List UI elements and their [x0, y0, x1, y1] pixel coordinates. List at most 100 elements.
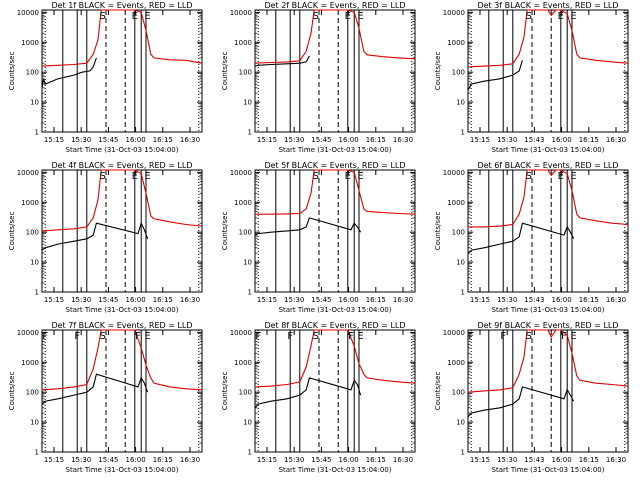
x-tick-label: 15:45 — [311, 456, 331, 464]
x-tick-label: 15:15 — [470, 136, 490, 144]
x-tick-label: 15:15 — [470, 456, 490, 464]
region-marker: S — [526, 171, 532, 182]
x-tick-label: 16:15 — [579, 136, 599, 144]
y-tick-label: 1 — [35, 129, 39, 137]
x-tick-label: 16:15 — [366, 296, 386, 304]
series-line-black — [254, 217, 362, 236]
plot-frame — [41, 169, 203, 293]
chart-title: Det 9f BLACK = Events, RED = LLD — [477, 321, 618, 330]
x-tick-label: 15:15 — [44, 456, 64, 464]
series-line-black — [467, 60, 523, 91]
series-line-black — [41, 373, 149, 405]
y-tick-label: 10 — [243, 419, 252, 427]
y-tick-label: 1 — [461, 129, 465, 137]
x-tick-label: 16:15 — [366, 136, 386, 144]
region-marker: F — [287, 331, 293, 342]
x-tick-label: 15:15 — [257, 456, 277, 464]
x-tick-label: 15:30 — [497, 456, 517, 464]
x-tick-label: 16:15 — [153, 296, 173, 304]
y-axis-label: Counts/sec — [221, 372, 229, 411]
y-tick-label: 1000 — [447, 359, 465, 367]
x-tick-label: 15:15 — [257, 296, 277, 304]
region-marker: S — [100, 331, 106, 342]
x-axis-label: Start Time (31-Oct-03 15:04:00) — [492, 306, 605, 314]
y-tick-label: 100 — [452, 229, 465, 237]
x-tick-label: 16:15 — [579, 456, 599, 464]
y-tick-label: 10 — [456, 99, 465, 107]
x-axis-label: Start Time (31-Oct-03 15:04:00) — [66, 306, 179, 314]
x-tick-label: 16:00 — [552, 296, 572, 304]
x-tick-label: 15:45 — [311, 296, 331, 304]
region-marker: E — [345, 11, 351, 22]
y-tick-label: 1000 — [21, 359, 39, 367]
region-marker: E — [558, 11, 564, 22]
x-tick-label: 16:15 — [366, 456, 386, 464]
series-line-red — [41, 329, 203, 391]
y-tick-label: 1000 — [234, 359, 252, 367]
y-tick-label: 1 — [461, 289, 465, 297]
x-axis-label: Start Time (31-Oct-03 15:04:00) — [279, 306, 392, 314]
chart-title: Det 1f BLACK = Events, RED = LLD — [51, 1, 192, 10]
y-tick-label: 1000 — [234, 39, 252, 47]
x-tick-label: 16:00 — [339, 456, 359, 464]
chart-title: Det 7f BLACK = Events, RED = LLD — [51, 321, 192, 330]
y-tick-label: 100 — [452, 389, 465, 397]
x-tick-label: 16:00 — [126, 296, 146, 304]
region-marker: S — [100, 11, 106, 22]
x-tick-label: 16:30 — [606, 136, 626, 144]
y-axis-label: Counts/sec — [434, 372, 442, 411]
y-tick-label: 10000 — [443, 329, 465, 337]
chart-title: Det 2f BLACK = Events, RED = LLD — [264, 1, 405, 10]
detector-panel-2: Det 2f BLACK = Events, RED = LLD 1 10 100 10… — [221, 1, 416, 154]
series-line-red — [255, 169, 416, 215]
x-tick-label: 16:30 — [180, 296, 200, 304]
region-marker: F — [255, 331, 261, 342]
region-marker: S — [526, 331, 532, 342]
y-tick-label: 1 — [35, 289, 39, 297]
series-line-red — [468, 169, 629, 228]
region-marker: E — [357, 331, 363, 342]
y-tick-label: 100 — [452, 69, 465, 77]
region-marker: F — [500, 331, 506, 342]
y-tick-label: 10 — [456, 419, 465, 427]
series-line-red — [254, 9, 416, 64]
x-tick-label: 15:43 — [524, 456, 544, 464]
detector-panel-4: Det 4f BLACK = Events, RED = LLD 1 10 100 10… — [8, 161, 203, 314]
region-marker: F — [42, 331, 48, 342]
y-axis-label: Counts/sec — [221, 52, 229, 91]
x-tick-label: 16:30 — [393, 136, 413, 144]
series-line-red — [254, 329, 416, 388]
plot-frame — [467, 329, 629, 453]
x-tick-label: 15:30 — [71, 296, 91, 304]
x-tick-label: 15:30 — [497, 136, 517, 144]
chart-title: Det 6f BLACK = Events, RED = LLD — [477, 161, 618, 170]
region-marker: E — [570, 171, 576, 182]
chart-title: Det 8f BLACK = Events, RED = LLD — [264, 321, 405, 330]
y-tick-label: 1000 — [447, 199, 465, 207]
region-marker: E — [132, 171, 138, 182]
y-tick-label: 10000 — [443, 9, 465, 17]
x-tick-label: 15:43 — [524, 296, 544, 304]
region-marker: F — [468, 331, 474, 342]
x-tick-label: 15:43 — [524, 136, 544, 144]
x-tick-label: 16:30 — [393, 296, 413, 304]
detector-panel-3: Det 3f BLACK = Events, RED = LLD 1 10 100 10… — [434, 1, 629, 154]
x-tick-label: 15:30 — [284, 136, 304, 144]
series-line-black — [254, 377, 362, 409]
x-tick-label: 16:00 — [126, 136, 146, 144]
region-marker: E — [144, 331, 150, 342]
region-marker: E — [570, 11, 576, 22]
x-tick-label: 16:30 — [393, 456, 413, 464]
x-tick-label: 15:45 — [98, 136, 118, 144]
y-tick-label: 1 — [248, 129, 252, 137]
x-tick-label: 15:45 — [311, 136, 331, 144]
region-marker: E — [558, 171, 564, 182]
region-marker: E — [570, 331, 576, 342]
x-tick-label: 16:30 — [606, 456, 626, 464]
x-axis-label: Start Time (31-Oct-03 15:04:00) — [492, 466, 605, 474]
chart-title: Det 3f BLACK = Events, RED = LLD — [477, 1, 618, 10]
region-marker: E — [144, 11, 150, 22]
y-tick-label: 10000 — [230, 9, 252, 17]
y-tick-label: 100 — [26, 229, 39, 237]
